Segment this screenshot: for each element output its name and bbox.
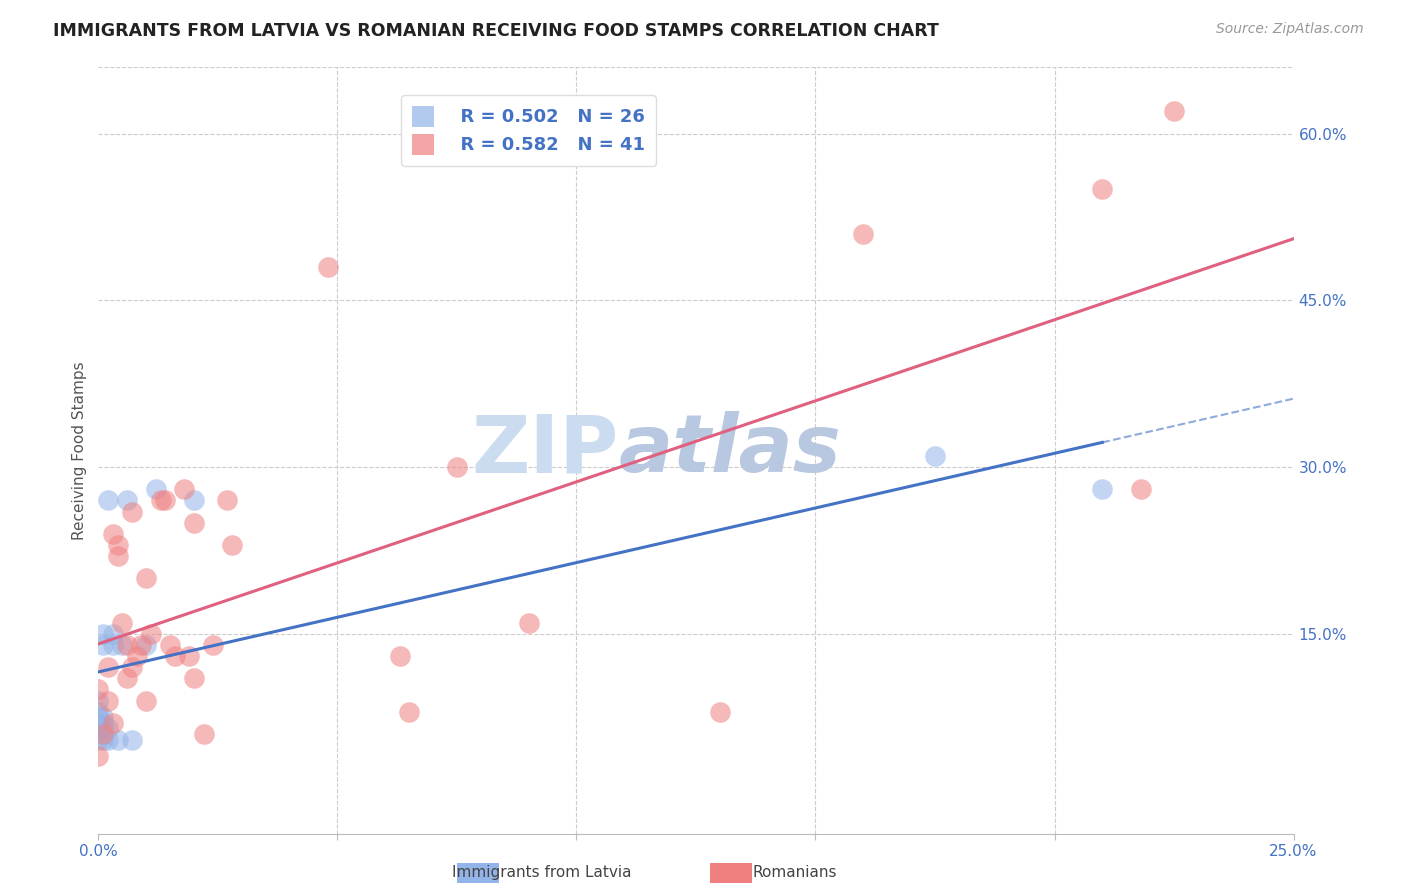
Point [111, 615, 134, 630]
Point [398, 705, 420, 719]
Point [97, 493, 120, 508]
Point [173, 483, 195, 497]
Point [115, 493, 138, 508]
Text: atlas: atlas [619, 411, 841, 490]
Point [1163, 104, 1185, 119]
Point [388, 649, 411, 664]
Point [87, 715, 110, 730]
Point [183, 516, 205, 530]
Point [111, 638, 134, 652]
Point [1091, 182, 1114, 196]
Point [97, 732, 120, 747]
Point [155, 493, 177, 508]
Point [97, 722, 120, 736]
Point [87, 705, 110, 719]
Point [91, 715, 114, 730]
Point [107, 549, 129, 563]
Point [87, 732, 110, 747]
Text: Source: ZipAtlas.com: Source: ZipAtlas.com [1216, 22, 1364, 37]
Point [159, 638, 181, 652]
Point [709, 705, 731, 719]
Point [87, 749, 110, 764]
Point [217, 493, 239, 508]
Point [91, 722, 114, 736]
Point [183, 672, 205, 686]
Point [91, 732, 114, 747]
Point [183, 493, 205, 508]
Point [101, 638, 124, 652]
Point [446, 460, 468, 475]
Text: IMMIGRANTS FROM LATVIA VS ROMANIAN RECEIVING FOOD STAMPS CORRELATION CHART: IMMIGRANTS FROM LATVIA VS ROMANIAN RECEI… [53, 22, 939, 40]
Point [135, 693, 157, 707]
Point [145, 483, 167, 497]
Point [87, 710, 110, 724]
Point [91, 710, 114, 724]
Point [107, 732, 129, 747]
Point [121, 732, 143, 747]
Point [924, 449, 946, 463]
Point [121, 505, 143, 519]
Point [202, 638, 225, 652]
Point [316, 260, 339, 274]
Point [193, 727, 215, 741]
Text: Romanians: Romanians [752, 865, 837, 880]
Point [149, 493, 172, 508]
Point [115, 672, 138, 686]
Point [135, 571, 157, 585]
Point [221, 538, 243, 552]
Point [91, 727, 114, 741]
Point [179, 649, 201, 664]
Text: Immigrants from Latvia: Immigrants from Latvia [451, 865, 631, 880]
Point [131, 638, 153, 652]
Point [91, 627, 114, 641]
Point [1091, 483, 1114, 497]
Point [517, 615, 540, 630]
Point [135, 638, 157, 652]
Point [101, 526, 124, 541]
Point [852, 227, 875, 241]
Point [139, 627, 162, 641]
Y-axis label: Receiving Food Stamps: Receiving Food Stamps [72, 361, 87, 540]
Point [101, 627, 124, 641]
Point [91, 638, 114, 652]
Point [87, 682, 110, 697]
Text: ZIP: ZIP [471, 411, 619, 490]
Point [121, 660, 143, 674]
Point [125, 649, 148, 664]
Legend:   R = 0.502   N = 26,   R = 0.582   N = 41: R = 0.502 N = 26, R = 0.582 N = 41 [401, 95, 657, 166]
Point [97, 693, 120, 707]
Point [101, 715, 124, 730]
Point [163, 649, 186, 664]
Point [107, 538, 129, 552]
Point [1129, 483, 1152, 497]
Point [115, 638, 138, 652]
Point [87, 693, 110, 707]
Point [87, 722, 110, 736]
Point [97, 660, 120, 674]
